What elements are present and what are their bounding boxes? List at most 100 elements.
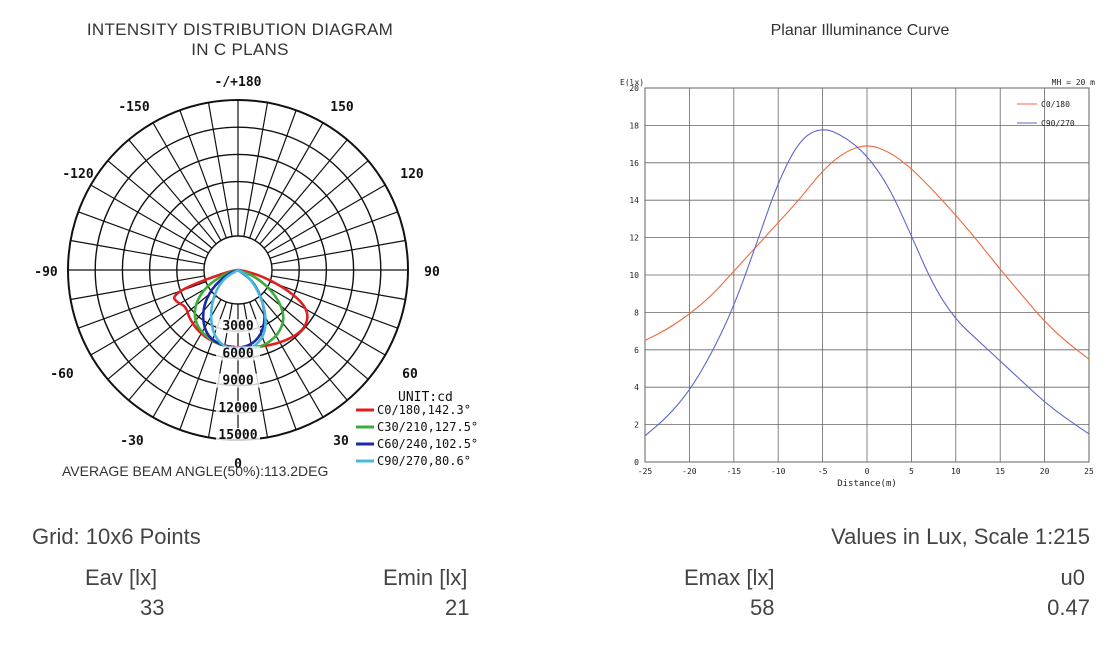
legend-label: C0/180: [1041, 100, 1070, 109]
legend-label: C90/270,80.6°: [377, 454, 471, 468]
series-line-0: [644, 145, 1090, 360]
polar-spoke: [128, 139, 217, 245]
y-tick-label: 16: [629, 159, 639, 168]
polar-angle-label: 60: [402, 367, 418, 382]
polar-angle-label: 90: [424, 265, 440, 280]
polar-spoke: [271, 239, 406, 265]
polar-spoke: [267, 286, 386, 356]
polar-spoke: [254, 122, 324, 241]
x-tick-label: -10: [771, 467, 786, 476]
x-tick-label: 5: [909, 467, 914, 476]
polar-radial-label-bg: [216, 373, 260, 388]
polar-spoke: [179, 110, 227, 239]
polar-spoke: [70, 275, 205, 301]
x-axis-label: Distance(m): [837, 479, 897, 489]
y-tick-label: 6: [634, 346, 639, 355]
polar-angle-label: 0: [234, 457, 242, 472]
y-tick-label: 10: [629, 271, 639, 280]
polar-radial-label-bg: [216, 319, 260, 334]
polar-angle-label: 30: [333, 434, 349, 449]
mh-annotation: MH = 20 m: [1052, 78, 1096, 87]
x-tick-label: -5: [818, 467, 828, 476]
polar-spoke: [152, 122, 222, 241]
legend-label: C0/180,142.3°: [377, 403, 471, 417]
y-tick-label: 8: [634, 308, 639, 317]
line-chart-text: -25 -20 -15 -10 -5 0 5 10 15 20 25 0 2 4 6 8 10 12 14 16 18 2…: [620, 78, 1095, 489]
chart-title: Planar Illuminance Curve: [770, 22, 950, 39]
polar-spoke: [269, 281, 398, 329]
polar-radial-label: 3000: [222, 319, 253, 334]
x-tick-label: -25: [638, 467, 653, 476]
polar-radial-label: 6000: [222, 346, 253, 361]
x-tick-label: 15: [995, 467, 1005, 476]
stat-emin-value: 21: [445, 595, 470, 620]
polar-radial-label: 9000: [222, 374, 253, 389]
stat-u0-label: u0: [1060, 565, 1085, 590]
series-line-1: [644, 129, 1090, 437]
polar-spoke: [259, 139, 348, 245]
polar-radial-label-bg: [216, 346, 260, 361]
polar-spoke: [78, 211, 207, 259]
y-axis-label: E(lx): [620, 78, 644, 87]
polar-spoke: [263, 160, 369, 249]
polar-spoke: [90, 286, 209, 356]
stat-u0-value: 0.47: [1047, 595, 1090, 620]
grid-info-left: Grid: 10x6 Points: [32, 524, 201, 549]
polar-angle-label: -30: [120, 434, 144, 449]
legend-label: C30/210,127.5°: [377, 420, 478, 434]
polar-spoke: [70, 239, 205, 265]
y-tick-label: 14: [629, 196, 639, 205]
illuminance-chart: -25 -20 -15 -10 -5 0 5 10 15 20 25 0 2 4 6 8 10 12 14 16 18 2…: [620, 78, 1095, 489]
polar-angle-label: -150: [118, 100, 149, 115]
unit-label: UNIT:cd: [398, 390, 453, 405]
polar-radial-label-bg: [216, 428, 260, 442]
x-tick-label: -20: [682, 467, 697, 476]
grid-info-right: Values in Lux, Scale 1:215: [831, 524, 1090, 549]
polar-spoke: [243, 102, 269, 237]
polar-angle-label: -90: [34, 265, 58, 280]
legend-label: C60/240,102.5°: [377, 437, 478, 451]
polar-curves: [172, 268, 309, 352]
polar-spoke: [271, 275, 406, 301]
polar-radial-label: 12000: [218, 401, 257, 416]
stat-emin-label: Emin [lx]: [383, 565, 468, 590]
beam-angle-text: AVERAGE BEAM ANGLE(50%):113.2DEG: [62, 463, 329, 479]
polar-spoke: [269, 211, 398, 259]
stat-emax-label: Emax [lx]: [684, 565, 775, 590]
polar-spoke: [259, 295, 348, 401]
polar-spoke: [107, 160, 213, 249]
polar-angle-label: -60: [50, 367, 74, 382]
stat-eav-value: 33: [140, 595, 165, 620]
polar-radial-label-bg: [216, 400, 260, 415]
polar-spoke: [207, 102, 233, 237]
polar-diagram: -/+180 -150 150 -120 120 -90 90 -60 60 -30 30 0 3000…: [34, 75, 478, 472]
y-tick-label: 18: [629, 121, 639, 130]
x-tick-label: 10: [951, 467, 961, 476]
line-chart-grid: [644, 87, 1090, 463]
polar-angle-label: 150: [330, 100, 354, 115]
polar-angle-label: -/+180: [215, 75, 262, 90]
legend-label: C90/270: [1041, 119, 1075, 128]
polar-labels: -/+180 -150 150 -120 120 -90 90 -60 60 -30 30 0 3000…: [34, 75, 440, 472]
polar-spoke: [249, 110, 297, 239]
polar-radial-label: 15000: [218, 428, 257, 443]
y-tick-label: 12: [629, 234, 639, 243]
polar-angle-label: 120: [400, 167, 424, 182]
polar-spoke: [128, 295, 217, 401]
polar-spoke: [90, 184, 209, 254]
x-tick-label: -15: [727, 467, 742, 476]
y-tick-label: 0: [634, 458, 639, 467]
x-tick-label: 20: [1040, 467, 1050, 476]
line-chart-series: [644, 103, 1090, 437]
polar-spoke: [267, 184, 386, 254]
stat-emax-value: 58: [750, 595, 775, 620]
polar-title-line2: IN C PLANS: [191, 40, 289, 59]
y-tick-label: 20: [629, 84, 639, 93]
polar-spoke: [152, 299, 222, 418]
y-tick-label: 2: [634, 421, 639, 430]
polar-title-line1: INTENSITY DISTRIBUTION DIAGRAM: [86, 20, 394, 39]
polar-angle-label: -120: [62, 167, 93, 182]
stat-eav-label: Eav [lx]: [85, 565, 158, 590]
x-tick-label: 0: [865, 467, 870, 476]
